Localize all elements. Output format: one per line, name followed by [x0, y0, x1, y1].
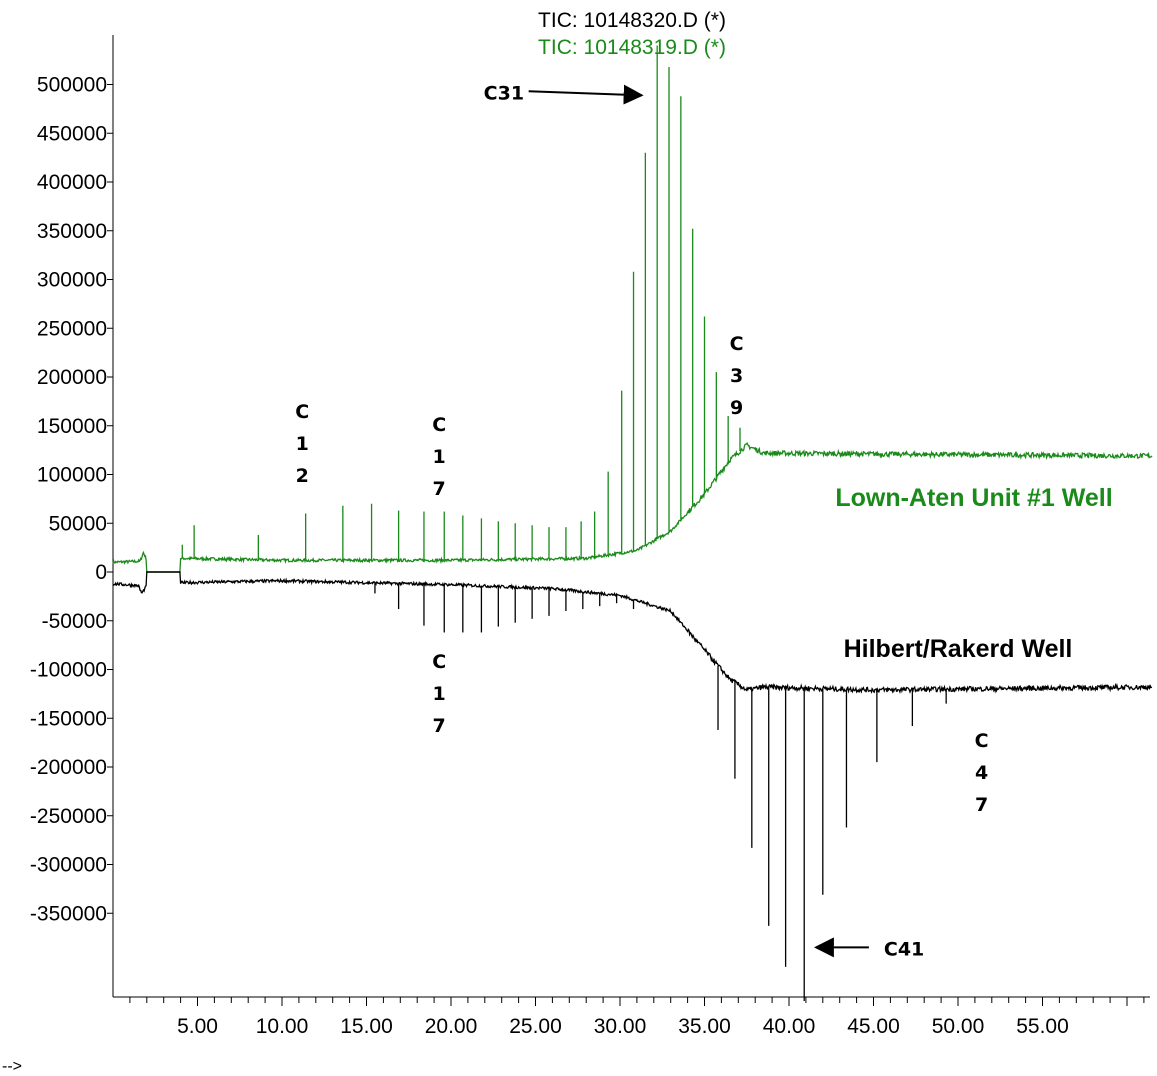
annotation-char: 4: [975, 762, 988, 784]
y-tick-label: -200000: [30, 756, 107, 779]
x-ticks: 5.00 10.00 15.00 20.00 25.00 30.00 35.00 40.00 4…: [129, 997, 1145, 1038]
annotation-char: 9: [730, 397, 743, 419]
legend-entry-green: TIC: 10148319.D (*): [538, 36, 726, 59]
y-tick-label: -350000: [30, 902, 107, 925]
x-tick-label: 55.00: [1016, 1015, 1069, 1038]
y-tick-label: 200000: [37, 366, 107, 389]
y-tick-label: -250000: [30, 805, 107, 828]
annotation-label: C41: [884, 938, 924, 960]
annotation-char: 7: [433, 715, 446, 737]
x-tick-label: 45.00: [847, 1015, 900, 1038]
x-tick-label: 20.00: [425, 1015, 478, 1038]
series-labels: Lown-Aten Unit #1 Well Hilbert/Rakerd We…: [835, 484, 1112, 663]
annotation-char: C: [432, 414, 446, 436]
y-tick-label: 400000: [37, 171, 107, 194]
y-tick-label: -300000: [30, 854, 107, 877]
x-tick-label: 25.00: [509, 1015, 562, 1038]
y-ticks: 5000004500004000003500003000002500002000…: [30, 74, 113, 925]
annotation-char: 7: [975, 794, 988, 816]
series-baseline-0: [112, 442, 1153, 573]
y-tick-label: -100000: [30, 659, 107, 682]
series-0: [112, 45, 1153, 573]
annotation-char: C: [432, 651, 446, 673]
x-tick-label: 30.00: [594, 1015, 647, 1038]
annotation-char: C: [295, 401, 309, 423]
traces: [112, 45, 1153, 1001]
annotation-char: 1: [296, 433, 309, 455]
x-tick-label: 50.00: [932, 1015, 985, 1038]
y-tick-label: 350000: [37, 220, 107, 243]
annotation-char: 7: [433, 478, 446, 500]
x-tick-label: 40.00: [763, 1015, 816, 1038]
series-label-lown-aten: Lown-Aten Unit #1 Well: [835, 484, 1112, 512]
y-tick-label: 50000: [49, 512, 107, 535]
legend: TIC: 10148320.D (*) TIC: 10148319.D (*): [538, 9, 726, 59]
annotation-char: 2: [296, 465, 309, 487]
annotation-char: 3: [730, 365, 743, 387]
series-label-hilbert-rakerd: Hilbert/Rakerd Well: [844, 635, 1073, 663]
annotations: C31 C41 C 1 2 C 1 7 C 3 9 C 1 7 C 4 7: [295, 82, 988, 960]
x-tick-label: 35.00: [678, 1015, 731, 1038]
legend-entry-black: TIC: 10148320.D (*): [538, 9, 726, 32]
x-tick-label: 5.00: [177, 1015, 218, 1038]
y-tick-label: 450000: [37, 122, 107, 145]
y-tick-label: -150000: [30, 707, 107, 730]
x-tick-label: 10.00: [256, 1015, 309, 1038]
y-tick-label: 300000: [37, 269, 107, 292]
series-1: [112, 571, 1153, 1001]
annotation-char: 1: [433, 446, 446, 468]
axes: 5000004500004000003500003000002500002000…: [30, 35, 1150, 1038]
stray-text: -->: [2, 1058, 22, 1075]
y-tick-label: -50000: [42, 610, 107, 633]
y-tick-label: 500000: [37, 74, 107, 97]
annotation-char: C: [975, 730, 989, 752]
y-tick-label: 0: [95, 561, 107, 584]
annotation-arrow: [528, 84, 644, 105]
y-tick-label: 250000: [37, 317, 107, 340]
x-tick-label: 15.00: [340, 1015, 393, 1038]
annotation-label: C31: [484, 82, 524, 104]
annotation-char: C: [730, 333, 744, 355]
y-tick-label: 100000: [37, 464, 107, 487]
series-baseline-1: [112, 571, 1153, 695]
annotation-char: 1: [433, 683, 446, 705]
y-tick-label: 150000: [37, 415, 107, 438]
